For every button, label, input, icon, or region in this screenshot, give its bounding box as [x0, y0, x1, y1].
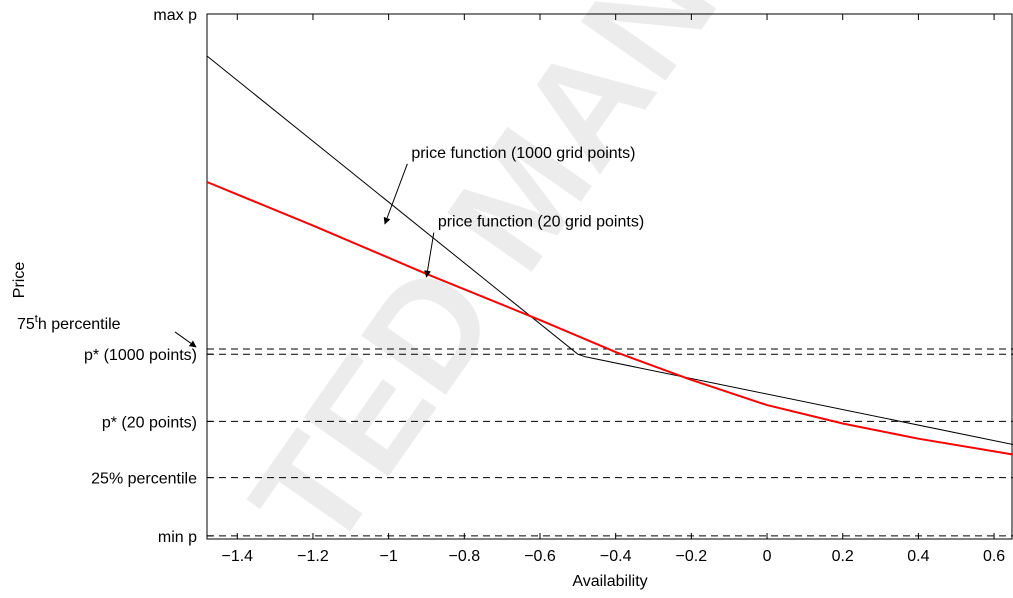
series-line-1 [206, 181, 1013, 456]
y-tick-label: min p [158, 529, 197, 546]
y-tick-label: max p [153, 7, 197, 24]
x-axis-label: Availability [572, 573, 647, 590]
annotation-label-1: price function (20 grid points) [438, 214, 644, 231]
y-tick-label: p* (1000 points) [84, 347, 197, 364]
watermark: TED MANU [219, 0, 811, 578]
annotations: price function (1000 grid points) price f… [383, 145, 644, 278]
x-tick-label: −0.2 [676, 548, 708, 565]
axes [206, 13, 1013, 540]
pct75-arrow [174, 331, 197, 348]
x-tick-label: 0.6 [983, 548, 1005, 565]
x-tick-label: −0.8 [449, 548, 481, 565]
plot-frame [206, 13, 1013, 540]
x-tick-label: −1.4 [221, 548, 253, 565]
x-tick-label: −0.4 [600, 548, 632, 565]
x-tick-label: −1 [380, 548, 398, 565]
annotation-arrow-1 [424, 232, 435, 278]
y-ticks: max p p* (1000 points) p* (20 points) 25% p… [17, 7, 213, 546]
y-tick-label: 25% percentile [91, 471, 197, 488]
annotation-label-0: price function (1000 grid points) [411, 145, 635, 162]
x-ticks: −1.4 −1.2 −1 −0.8 −0.6 −0.4 −0.2 0 0.2 0.4 0.6 [221, 14, 1005, 565]
x-tick-label: −1.2 [297, 548, 329, 565]
x-tick-label: 0.2 [832, 548, 854, 565]
x-tick-label: 0.4 [907, 548, 929, 565]
x-tick-label: −0.6 [524, 548, 556, 565]
y-tick-label-75th: 75th percentile [17, 313, 121, 333]
annotation-arrow-0 [383, 163, 408, 225]
y-tick-label: p* (20 points) [102, 414, 197, 431]
y-axis-label: Price [11, 262, 28, 299]
x-tick-label: 0 [763, 548, 772, 565]
